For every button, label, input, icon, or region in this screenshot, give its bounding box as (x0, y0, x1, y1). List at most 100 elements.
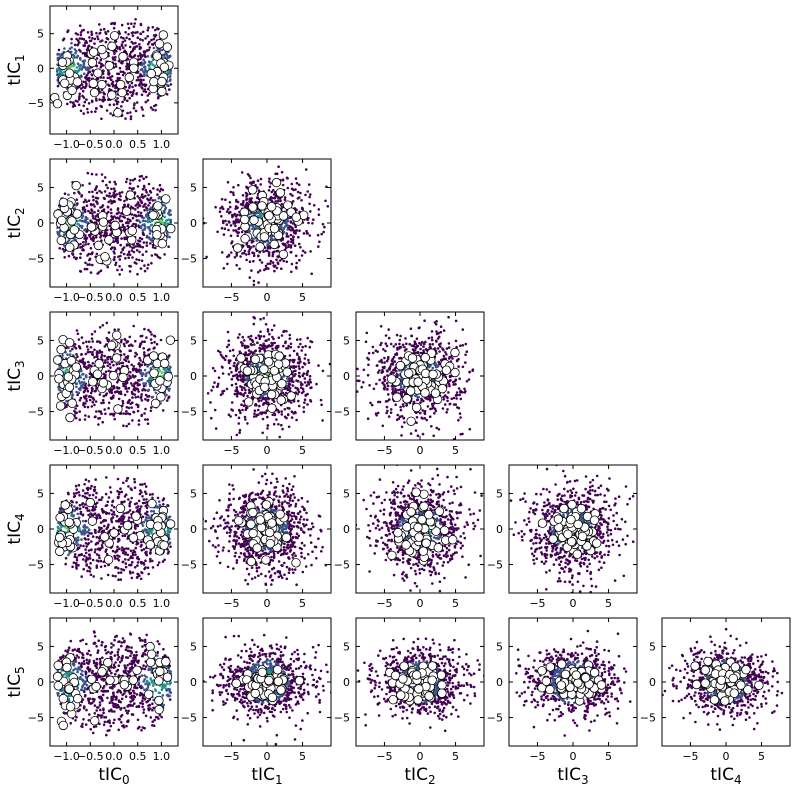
scatter-point (72, 255, 76, 259)
scatter-point (78, 410, 81, 413)
scatter-point (122, 37, 125, 40)
scatter-point (131, 375, 135, 378)
scatter-point (100, 173, 104, 176)
scatter-point (133, 22, 136, 25)
scatter-point (226, 262, 229, 266)
scatter-point (267, 397, 270, 401)
scatter-point (222, 356, 225, 360)
scatter-point (71, 393, 75, 397)
scatter-point (235, 386, 239, 389)
scatter-point (115, 386, 119, 389)
scatter-point (85, 78, 88, 81)
scatter-point (135, 219, 139, 222)
scatter-point (103, 231, 107, 234)
scatter-point (139, 38, 142, 41)
scatter-point (153, 104, 156, 108)
scatter-point (163, 211, 166, 214)
cluster-center (259, 364, 269, 374)
scatter-point (124, 385, 127, 388)
scatter-point (269, 196, 273, 199)
scatter-point (158, 190, 162, 193)
scatter-point (135, 262, 138, 265)
scatter-point (273, 412, 276, 415)
scatter-point (151, 395, 155, 399)
scatter-point (132, 106, 136, 110)
scatter-point (273, 269, 276, 273)
scatter-point (142, 241, 146, 244)
scatter-point (81, 214, 85, 218)
scatter-point (134, 84, 137, 87)
scatter-point (288, 377, 291, 381)
cluster-center (162, 42, 173, 52)
scatter-point (139, 22, 143, 26)
scatter-point (115, 79, 118, 83)
scatter-point (105, 321, 109, 325)
scatter-point (250, 343, 253, 347)
scatter-point (268, 198, 271, 201)
scatter-point (283, 198, 287, 201)
scatter-point (309, 193, 312, 196)
scatter-point (117, 255, 120, 258)
scatter-point (95, 31, 98, 35)
scatter-point (89, 219, 92, 222)
cluster-center (113, 107, 123, 118)
y-tick-label: 0 (37, 62, 44, 75)
scatter-point (111, 84, 115, 88)
scatter-point (131, 179, 135, 182)
scatter-point (301, 387, 305, 391)
cluster-center (264, 210, 274, 221)
scatter-point (128, 96, 131, 100)
scatter-point (165, 399, 169, 402)
scatter-point (125, 387, 128, 391)
scatter-point (82, 200, 86, 204)
scatter-point (123, 393, 127, 397)
scatter-point (109, 195, 113, 198)
scatter-point (105, 37, 109, 40)
scatter-point (210, 389, 213, 392)
scatter-point (248, 200, 251, 203)
scatter-point (116, 76, 120, 80)
scatter-point (136, 395, 140, 399)
scatter-point (309, 340, 312, 343)
scatter-point (143, 412, 146, 415)
scatter-point (335, 367, 338, 370)
scatter-point (245, 201, 249, 205)
scatter-point (146, 94, 150, 97)
scatter-point (91, 400, 95, 404)
scatter-point (69, 100, 72, 104)
scatter-point (145, 336, 148, 339)
scatter-point (147, 199, 150, 202)
scatter-point (276, 409, 280, 412)
scatter-point (292, 235, 295, 238)
scatter-point (141, 54, 144, 57)
scatter-point (56, 56, 60, 60)
cluster-center (291, 212, 302, 222)
cluster-center (269, 239, 280, 250)
cluster-center (260, 382, 270, 393)
scatter-point (73, 343, 77, 346)
scatter-point (152, 37, 156, 41)
scatter-point (85, 394, 88, 398)
scatter-point (307, 221, 310, 225)
scatter-point (59, 389, 62, 392)
x-tick-label: 0.0 (105, 291, 123, 304)
scatter-point (121, 247, 124, 251)
scatter-point (100, 98, 104, 102)
scatter-point (305, 232, 309, 235)
scatter-point (231, 348, 235, 352)
scatter-point (264, 396, 267, 400)
scatter-point (266, 262, 270, 266)
y-tick-label: 0 (37, 370, 44, 383)
scatter-point (140, 399, 144, 402)
scatter-point (88, 36, 91, 39)
scatter-point (144, 55, 147, 58)
scatter-point (91, 37, 94, 40)
scatter-point (250, 350, 253, 354)
scatter-point (228, 201, 232, 204)
scatter-point (149, 196, 153, 200)
scatter-point (270, 328, 274, 332)
scatter-point (139, 370, 142, 373)
scatter-point (270, 190, 274, 194)
scatter-point (146, 395, 149, 398)
scatter-point (287, 344, 290, 348)
